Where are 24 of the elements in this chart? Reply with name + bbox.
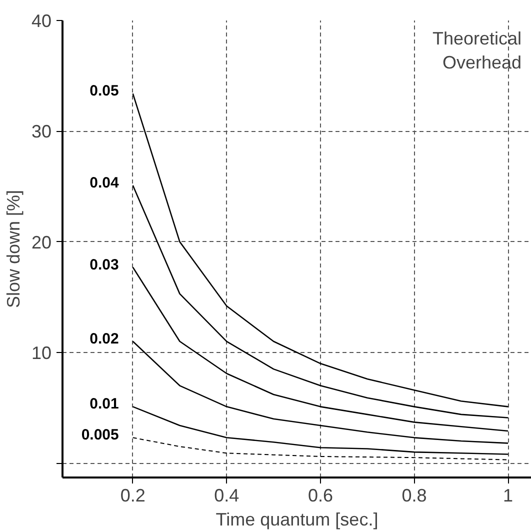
series-label: 0.03 [90,256,119,274]
series-label: 0.05 [90,82,119,100]
x-tick-label: 0.4 [214,486,240,506]
x-tick-label: 0.8 [402,486,427,506]
line-series [132,437,509,460]
line-series [132,266,509,432]
y-tick-label: 30 [31,122,52,142]
series-label: 0.04 [90,174,120,192]
series-label: 0.005 [81,426,119,444]
x-tick-label: 0.6 [308,486,333,506]
line-series [132,406,509,455]
annotation: Theoretical Overhead [432,28,522,72]
y-axis-title: Slow down [%] [3,190,24,308]
line-series [132,184,509,418]
line-series [132,92,509,408]
y-tick-label: 40 [31,11,52,31]
series-label: 0.02 [90,330,119,348]
x-tick-label: 0.2 [120,486,146,506]
y-tick-label: 20 [31,232,52,252]
series-label: 0.01 [90,396,119,413]
y-tick-label: 10 [31,342,52,363]
x-axis-title: Time quantum [sec.] [216,510,378,530]
x-tick-label: 1 [503,486,514,506]
line-series [132,340,509,444]
